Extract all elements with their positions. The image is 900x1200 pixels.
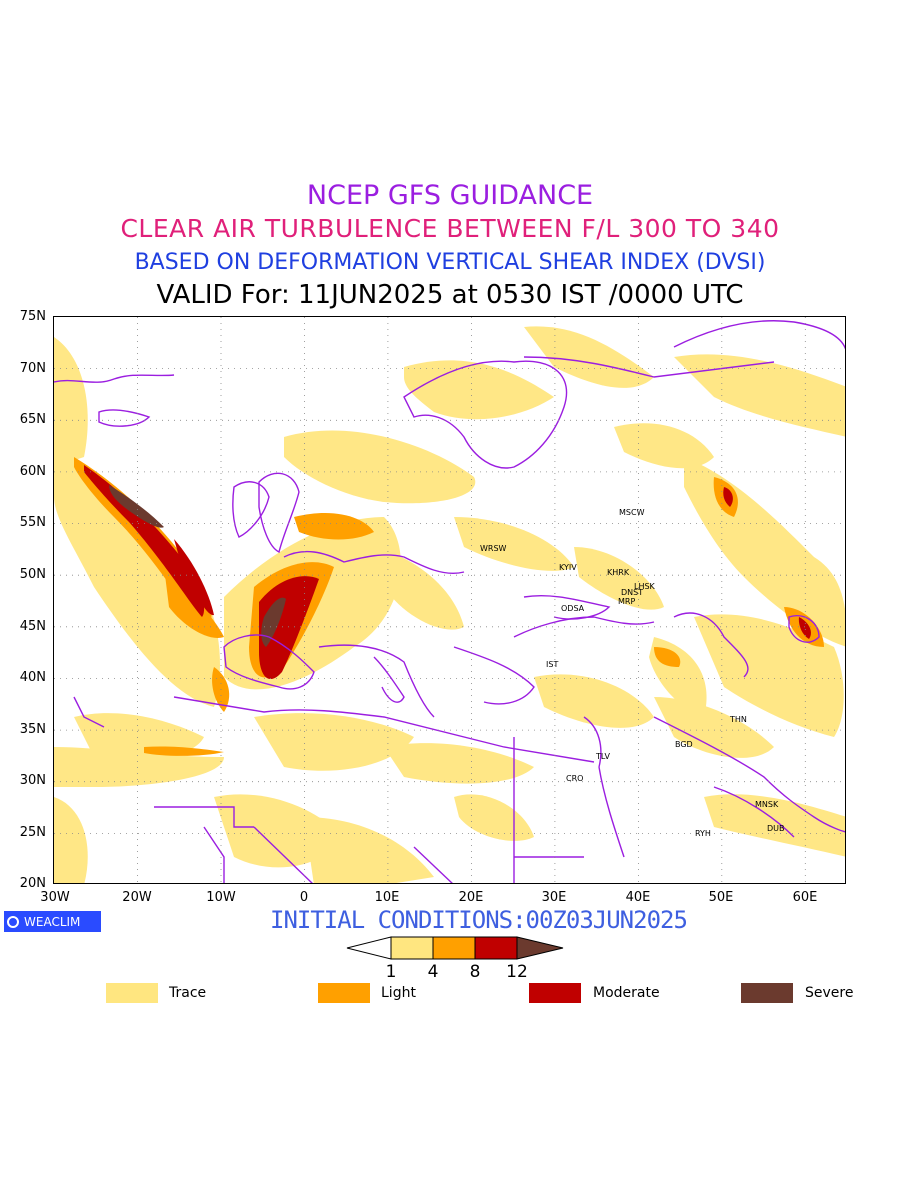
valid-time: VALID For: 11JUN2025 at 0530 IST /0000 U… [156, 280, 744, 310]
lat-label: 65N [19, 412, 46, 427]
lat-label: 35N [19, 722, 46, 737]
lat-label: 50N [19, 567, 46, 582]
city-label: IST [546, 660, 558, 669]
weaclim-logo: WEACLIM [4, 911, 101, 932]
map-svg: MSCW WRSW KYIV KHRK LHSK DNST MRP ODSA I… [54, 317, 845, 883]
lat-label: 25N [19, 825, 46, 840]
lat-label: 20N [19, 876, 46, 891]
legend-label: Light [381, 985, 416, 1001]
city-label: DNST [621, 588, 643, 597]
city-label: TLV [595, 752, 610, 761]
city-label: RYH [695, 829, 711, 838]
lon-label: 0 [299, 890, 309, 905]
city-label: KHRK [607, 568, 630, 577]
lon-label: 30E [541, 890, 567, 905]
lon-label: 10W [206, 890, 236, 905]
logo-text: WEACLIM [24, 914, 81, 929]
city-label: MRP [618, 597, 635, 606]
city-label: BGD [675, 740, 693, 749]
colorbar-moderate [474, 936, 518, 960]
city-label: LHSK [634, 582, 656, 591]
city-label: MSCW [619, 508, 645, 517]
lat-label: 75N [19, 309, 46, 324]
city-labels: MSCW WRSW KYIV KHRK LHSK DNST MRP ODSA I… [480, 508, 785, 838]
trace-region [54, 326, 845, 883]
logo-ring-icon [7, 915, 19, 928]
legend-swatch-trace [106, 983, 158, 1003]
coastlines [54, 320, 845, 883]
city-label: THN [729, 715, 747, 724]
legend-label: Trace [169, 985, 207, 1001]
lat-label: 60N [19, 464, 46, 479]
colorbar-tick: 4 [427, 962, 439, 982]
colorbar-trace [390, 936, 434, 960]
lat-label: 45N [19, 619, 46, 634]
graticule [54, 317, 845, 883]
lon-label: 60E [792, 890, 818, 905]
lon-label: 20E [458, 890, 484, 905]
chart-title: NCEP GFS GUIDANCE [306, 180, 594, 211]
lon-label: 20W [122, 890, 152, 905]
colorbar-severe-arrow [516, 936, 564, 960]
lon-label: 40E [625, 890, 651, 905]
city-label: ODSA [561, 604, 585, 613]
chart-subtitle: CLEAR AIR TURBULENCE BETWEEN F/L 300 TO … [120, 214, 780, 243]
colorbar [346, 936, 564, 960]
city-label: WRSW [480, 544, 507, 553]
city-label: CRO [566, 774, 583, 783]
lat-label: 40N [19, 670, 46, 685]
lat-label: 70N [19, 361, 46, 376]
legend-swatch-light [318, 983, 370, 1003]
chart-method: BASED ON DEFORMATION VERTICAL SHEAR INDE… [134, 250, 766, 275]
moderate-region [84, 465, 811, 680]
lat-label: 55N [19, 515, 46, 530]
lon-label: 30W [40, 890, 70, 905]
lon-label: 50E [708, 890, 734, 905]
colorbar-tick: 1 [385, 962, 397, 982]
legend-swatch-severe [741, 983, 793, 1003]
turbulence-map: MSCW WRSW KYIV KHRK LHSK DNST MRP ODSA I… [53, 316, 846, 884]
severe-region [109, 485, 286, 647]
colorbar-light [432, 936, 476, 960]
colorbar-tick: 8 [469, 962, 481, 982]
colorbar-low-arrow [346, 936, 392, 960]
legend-label: Severe [805, 985, 854, 1001]
lon-label: 10E [374, 890, 400, 905]
legend-swatch-moderate [529, 983, 581, 1003]
initial-conditions: INITIAL CONDITIONS:00Z03JUN2025 [270, 906, 688, 934]
colorbar-tick: 12 [506, 962, 528, 982]
city-label: DUB [767, 824, 785, 833]
lat-label: 30N [19, 773, 46, 788]
legend-label: Moderate [593, 985, 660, 1001]
city-label: KYIV [559, 563, 577, 572]
city-label: MNSK [755, 800, 779, 809]
